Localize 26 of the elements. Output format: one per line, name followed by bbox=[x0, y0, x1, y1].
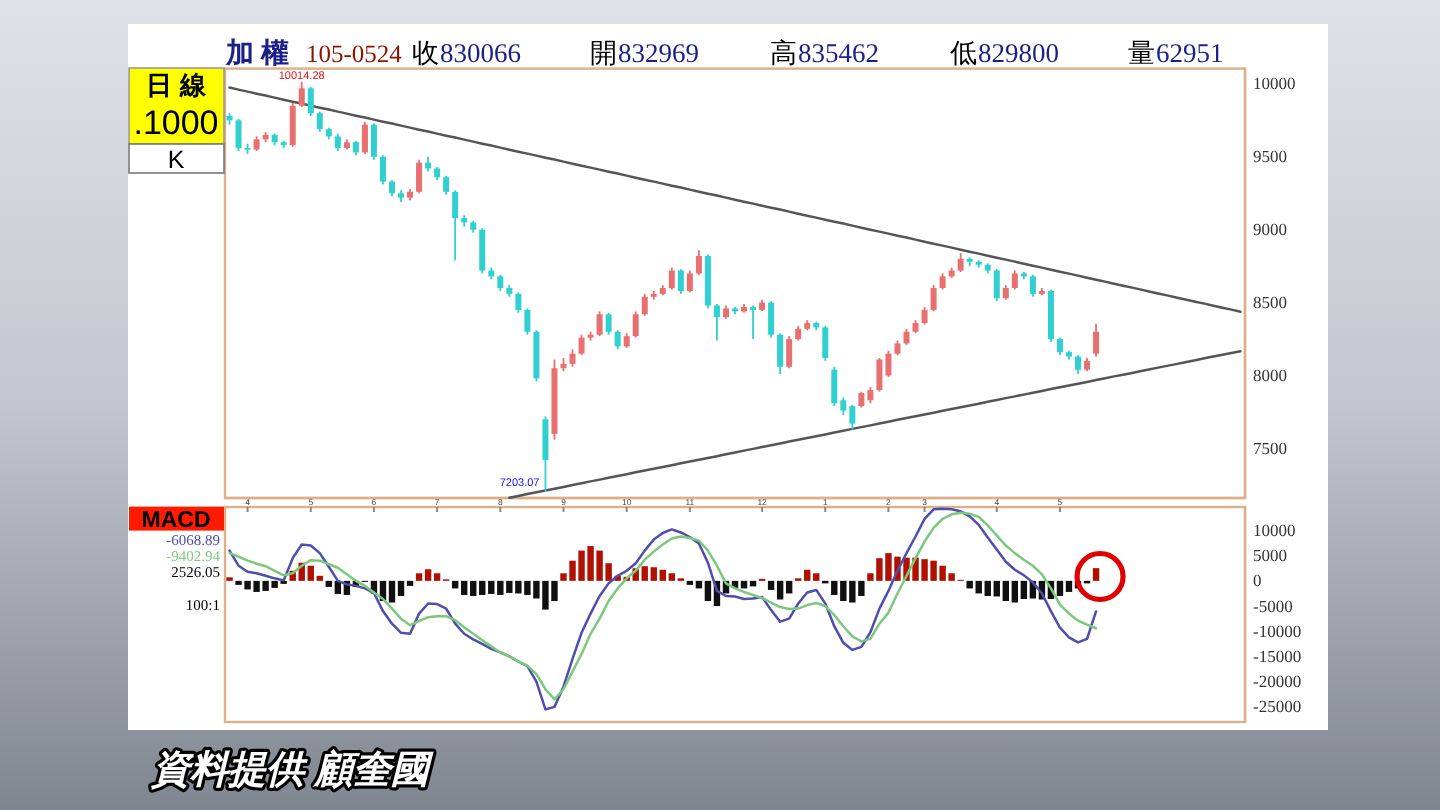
y-tick-label: 5000 bbox=[1253, 545, 1287, 566]
text: 105-0524 bbox=[306, 40, 404, 68]
y-tick-label: -15000 bbox=[1253, 645, 1302, 666]
text: K bbox=[167, 146, 186, 174]
chart-title: MACD bbox=[141, 509, 211, 534]
text: 高835462 bbox=[770, 38, 879, 68]
y-tick-label: -10000 bbox=[1253, 620, 1302, 641]
text: 開832969 bbox=[590, 38, 700, 68]
y-tick-label: -25000 bbox=[1253, 696, 1302, 717]
text: 量62951 bbox=[1128, 38, 1224, 68]
y-tick-label: 8000 bbox=[1253, 364, 1287, 385]
y-tick-label: 10000 bbox=[1253, 519, 1296, 540]
y-tick-label: 0 bbox=[1253, 570, 1262, 591]
y-tick-label: 7500 bbox=[1253, 437, 1287, 458]
y-tick-label: 9000 bbox=[1253, 219, 1287, 240]
y-tick-label: 10000 bbox=[1253, 73, 1296, 94]
text: 收830066 bbox=[412, 38, 522, 68]
text: .1000 bbox=[133, 104, 219, 142]
text: 低829800 bbox=[950, 38, 1060, 68]
text: 日 線 bbox=[146, 70, 208, 100]
y-tick-label: 9500 bbox=[1253, 146, 1287, 167]
y-tick-label: -20000 bbox=[1253, 671, 1302, 692]
chart-title: 加 權 bbox=[224, 38, 289, 70]
text: 資料提供 顧奎國 bbox=[150, 748, 435, 792]
y-tick-label: 8500 bbox=[1253, 292, 1287, 313]
y-tick-label: -5000 bbox=[1253, 595, 1293, 616]
